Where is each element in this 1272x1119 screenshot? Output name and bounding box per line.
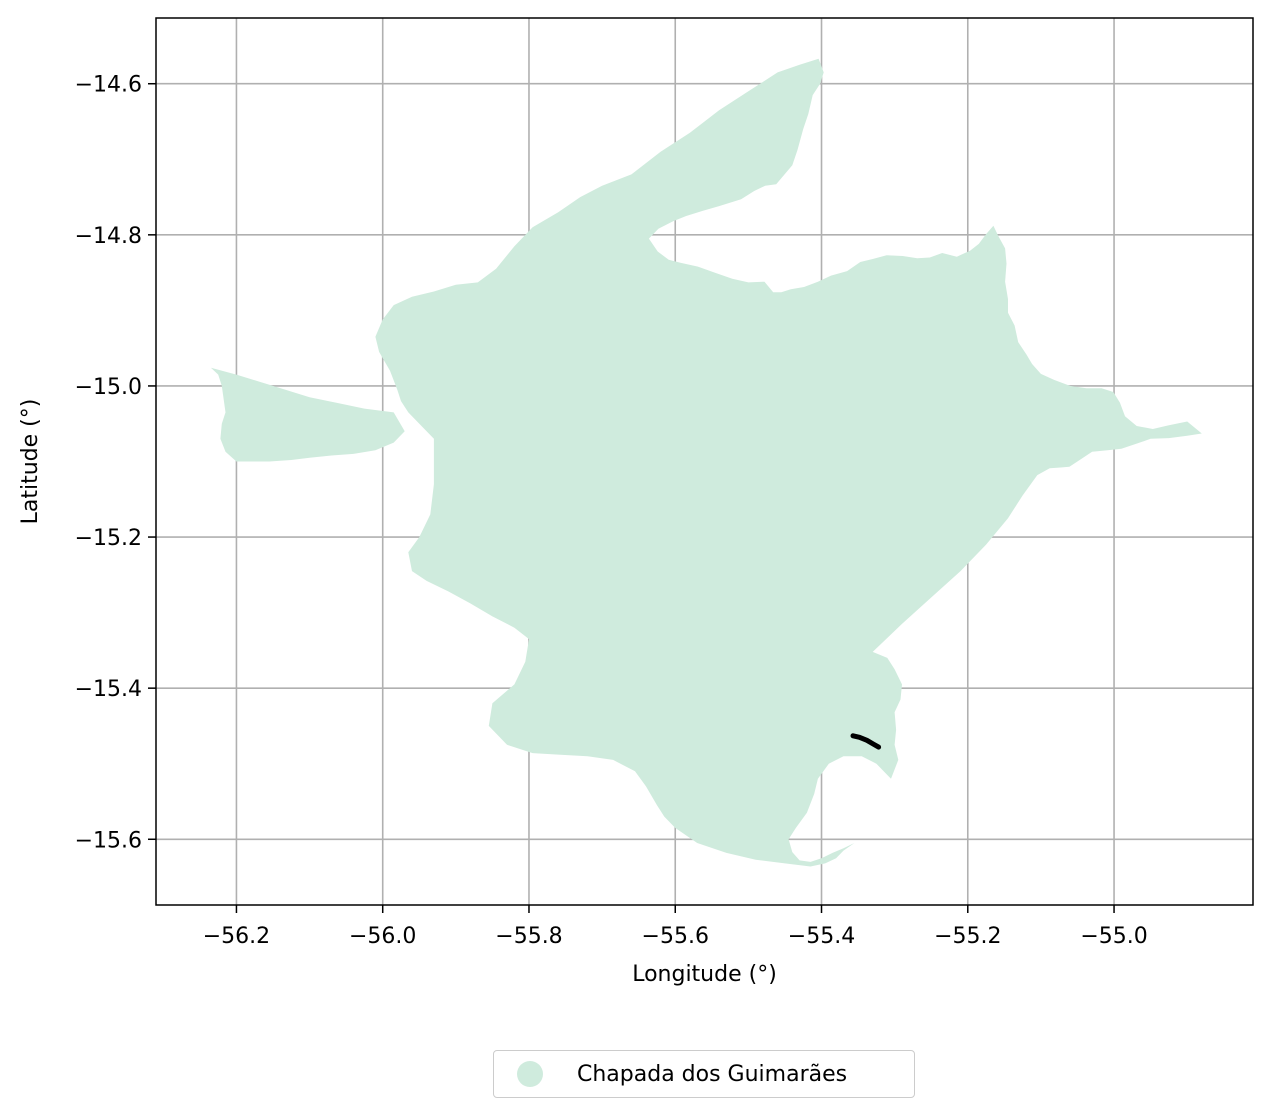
x-tick-label: −55.2: [934, 924, 1001, 949]
x-tick-label: −56.0: [349, 924, 416, 949]
y-tick-label: −15.0: [75, 375, 142, 400]
y-axis-ticks: −14.6 −14.8 −15.0 −15.2 −15.4 −15.6: [75, 73, 156, 853]
x-tick-label: −55.4: [788, 924, 855, 949]
x-axis-label: Longitude (°): [632, 962, 777, 987]
y-tick-label: −14.8: [75, 224, 142, 249]
x-tick-label: −55.6: [642, 924, 709, 949]
legend-label: Chapada dos Guimarães: [577, 1061, 848, 1087]
legend: Chapada dos Guimarães: [493, 1050, 915, 1098]
y-tick-label: −15.6: [75, 828, 142, 853]
highlight-line: [850, 733, 882, 750]
y-tick-label: −15.2: [75, 526, 142, 551]
plot-frame: [155, 17, 1254, 906]
region-west-polygon: [210, 367, 405, 462]
x-axis-ticks: −56.2 −56.0 −55.8 −55.6 −55.4 −55.2 −55.0: [203, 905, 1148, 949]
map-region: [210, 58, 1202, 867]
x-tick-label: −56.2: [203, 924, 270, 949]
y-tick-label: −14.6: [75, 73, 142, 98]
map-plot: −56.2 −56.0 −55.8 −55.6 −55.4 −55.2 −55.0 −14.…: [18, 17, 1254, 987]
x-tick-label: −55.8: [495, 924, 562, 949]
highlight-feature: [850, 733, 882, 750]
legend-marker: [517, 1061, 543, 1087]
region-main-polygon: [375, 58, 1202, 867]
y-axis-label: Latitude (°): [18, 399, 43, 525]
x-tick-label: −55.0: [1080, 924, 1147, 949]
y-tick-label: −15.4: [75, 677, 142, 702]
